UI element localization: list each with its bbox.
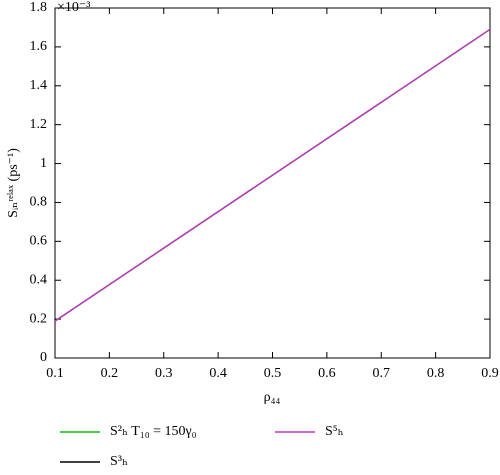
x-tick-label: 0.6 — [318, 366, 336, 381]
y-tick-label: 0.6 — [30, 234, 48, 249]
legend-label: S²ₕ T₁₀ = 150γ₀ — [110, 424, 197, 439]
x-tick-label: 0.9 — [481, 366, 499, 381]
y-tick-label: 1.8 — [30, 0, 48, 15]
y-tick-label: 1 — [40, 156, 47, 171]
plot-frame — [54, 7, 491, 359]
y-tick-label: 0.8 — [30, 195, 48, 210]
x-tick-label: 0.2 — [101, 366, 119, 381]
y-tick-label: 1.2 — [30, 117, 48, 132]
y-tick-label: 0.4 — [30, 272, 48, 287]
x-tick-label: 0.5 — [264, 366, 282, 381]
x-tick-label: 0.3 — [155, 366, 173, 381]
x-axis-label: ρ₄₄ — [264, 390, 281, 405]
legend-label: S⁵ₕ — [325, 424, 344, 439]
y-tick-label: 0.2 — [30, 311, 48, 326]
x-tick-label: 0.8 — [427, 366, 445, 381]
y-tick-label: 1.4 — [30, 78, 48, 93]
x-tick-label: 0.7 — [373, 366, 391, 381]
y-tick-label: 1.6 — [30, 39, 48, 54]
x-tick-label: 0.1 — [46, 366, 64, 381]
y-tick-label: 0 — [40, 350, 47, 365]
x-tick-label: 0.4 — [209, 366, 227, 381]
series-line — [54, 28, 491, 322]
y-axis-label: Sᵢₙʳᵉˡᵃˣ (ps⁻¹) — [6, 148, 21, 218]
legend-label: S³ₕ — [110, 454, 128, 469]
